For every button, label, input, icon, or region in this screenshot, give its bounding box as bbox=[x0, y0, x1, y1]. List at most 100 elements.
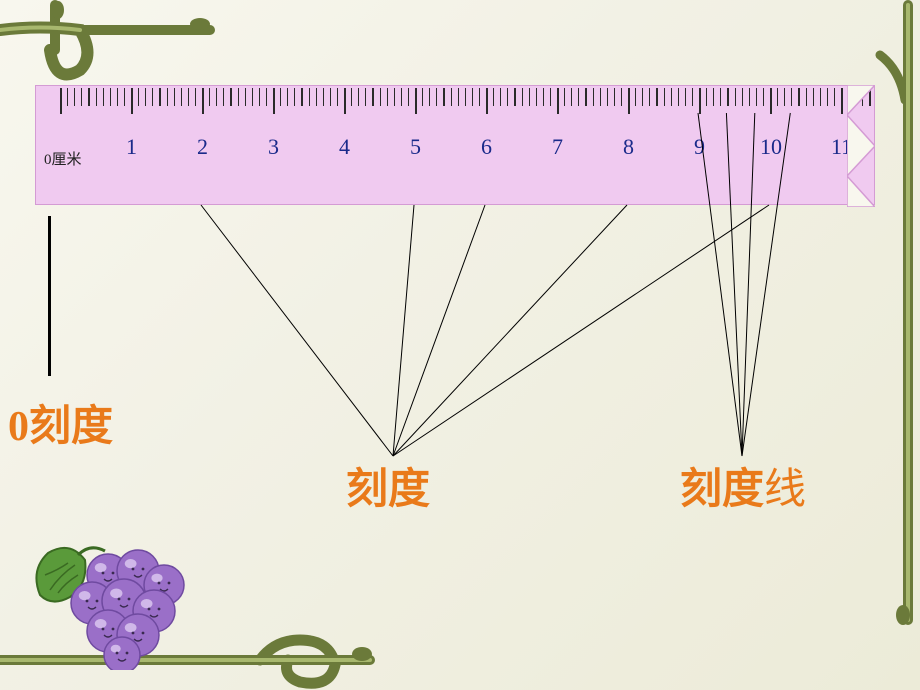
tick-minor bbox=[337, 88, 338, 106]
tick-minor bbox=[138, 88, 139, 106]
tick-minor bbox=[706, 88, 707, 106]
tick-minor bbox=[529, 88, 530, 106]
zero-indicator-line bbox=[48, 216, 51, 376]
ruler-ticks: 1234567891011 bbox=[36, 86, 874, 204]
tick-minor bbox=[294, 88, 295, 106]
tick-minor bbox=[635, 88, 636, 106]
tick-minor bbox=[692, 88, 693, 106]
grapes-decoration bbox=[30, 535, 190, 670]
tick-minor bbox=[74, 88, 75, 106]
tick-major bbox=[60, 88, 62, 114]
ruler-number: 5 bbox=[410, 134, 421, 160]
ruler-number: 8 bbox=[623, 134, 634, 160]
tick-minor bbox=[436, 88, 437, 106]
tick-minor bbox=[806, 88, 807, 106]
tick-minor bbox=[152, 88, 153, 106]
tick-minor bbox=[159, 88, 160, 106]
ruler-unit-label: 0厘米 bbox=[44, 148, 82, 169]
tick-minor bbox=[167, 88, 168, 106]
tick-minor bbox=[401, 88, 402, 106]
tick-minor bbox=[195, 88, 196, 106]
tick-minor bbox=[280, 88, 281, 106]
tick-minor bbox=[301, 88, 302, 106]
tick-minor bbox=[209, 88, 210, 106]
tick-minor bbox=[514, 88, 515, 106]
label-kedu: 刻度 bbox=[346, 455, 430, 516]
tick-minor bbox=[323, 88, 324, 106]
tick-minor bbox=[103, 88, 104, 106]
tick-minor bbox=[422, 88, 423, 106]
tick-minor bbox=[493, 88, 494, 106]
tick-minor bbox=[230, 88, 231, 106]
tick-major bbox=[486, 88, 488, 114]
tick-minor bbox=[372, 88, 373, 106]
ruler-number: 3 bbox=[268, 134, 279, 160]
tick-minor bbox=[223, 88, 224, 106]
tick-minor bbox=[316, 88, 317, 106]
tick-minor bbox=[472, 88, 473, 106]
tick-major bbox=[770, 88, 772, 114]
tick-minor bbox=[593, 88, 594, 106]
tick-minor bbox=[784, 88, 785, 106]
tick-minor bbox=[720, 88, 721, 106]
tick-minor bbox=[216, 88, 217, 106]
tick-minor bbox=[671, 88, 672, 106]
tick-major bbox=[273, 88, 275, 114]
tick-minor bbox=[500, 88, 501, 106]
tick-minor bbox=[649, 88, 650, 106]
tick-minor bbox=[685, 88, 686, 106]
tick-minor bbox=[791, 88, 792, 106]
ruler-number: 7 bbox=[552, 134, 563, 160]
tick-minor bbox=[607, 88, 608, 106]
tick-minor bbox=[110, 88, 111, 106]
ruler-number: 2 bbox=[197, 134, 208, 160]
tick-minor bbox=[309, 88, 310, 106]
ruler-number: 9 bbox=[694, 134, 705, 160]
tick-minor bbox=[777, 88, 778, 106]
tick-minor bbox=[507, 88, 508, 106]
tick-minor bbox=[522, 88, 523, 106]
tick-minor bbox=[564, 88, 565, 106]
tick-minor bbox=[287, 88, 288, 106]
tick-minor bbox=[735, 88, 736, 106]
tick-minor bbox=[351, 88, 352, 106]
tick-minor bbox=[571, 88, 572, 106]
ruler-number: 1 bbox=[126, 134, 137, 160]
ruler-torn-edge bbox=[847, 85, 875, 207]
tick-minor bbox=[656, 88, 657, 106]
tick-minor bbox=[96, 88, 97, 106]
tick-minor bbox=[578, 88, 579, 106]
tick-minor bbox=[124, 88, 125, 106]
tick-minor bbox=[387, 88, 388, 106]
ruler: 1234567891011 0厘米 bbox=[35, 85, 875, 205]
tick-major bbox=[557, 88, 559, 114]
tick-minor bbox=[749, 88, 750, 106]
tick-major bbox=[699, 88, 701, 114]
tick-major bbox=[628, 88, 630, 114]
tick-minor bbox=[536, 88, 537, 106]
ruler-number: 4 bbox=[339, 134, 350, 160]
tick-minor bbox=[820, 88, 821, 106]
tick-minor bbox=[245, 88, 246, 106]
tick-minor bbox=[763, 88, 764, 106]
tick-minor bbox=[742, 88, 743, 106]
tick-minor bbox=[394, 88, 395, 106]
tick-minor bbox=[408, 88, 409, 106]
tick-minor bbox=[365, 88, 366, 106]
label-keduxian: 刻度线 bbox=[680, 455, 806, 516]
tick-minor bbox=[550, 88, 551, 106]
tick-minor bbox=[181, 88, 182, 106]
tick-minor bbox=[145, 88, 146, 106]
tick-minor bbox=[600, 88, 601, 106]
tick-minor bbox=[259, 88, 260, 106]
tick-minor bbox=[465, 88, 466, 106]
tick-minor bbox=[458, 88, 459, 106]
tick-minor bbox=[713, 88, 714, 106]
tick-minor bbox=[798, 88, 799, 106]
label-zero-kedu: 0刻度 bbox=[8, 392, 113, 453]
tick-minor bbox=[678, 88, 679, 106]
tick-minor bbox=[380, 88, 381, 106]
tick-minor bbox=[238, 88, 239, 106]
tick-major bbox=[131, 88, 133, 114]
tick-minor bbox=[642, 88, 643, 106]
